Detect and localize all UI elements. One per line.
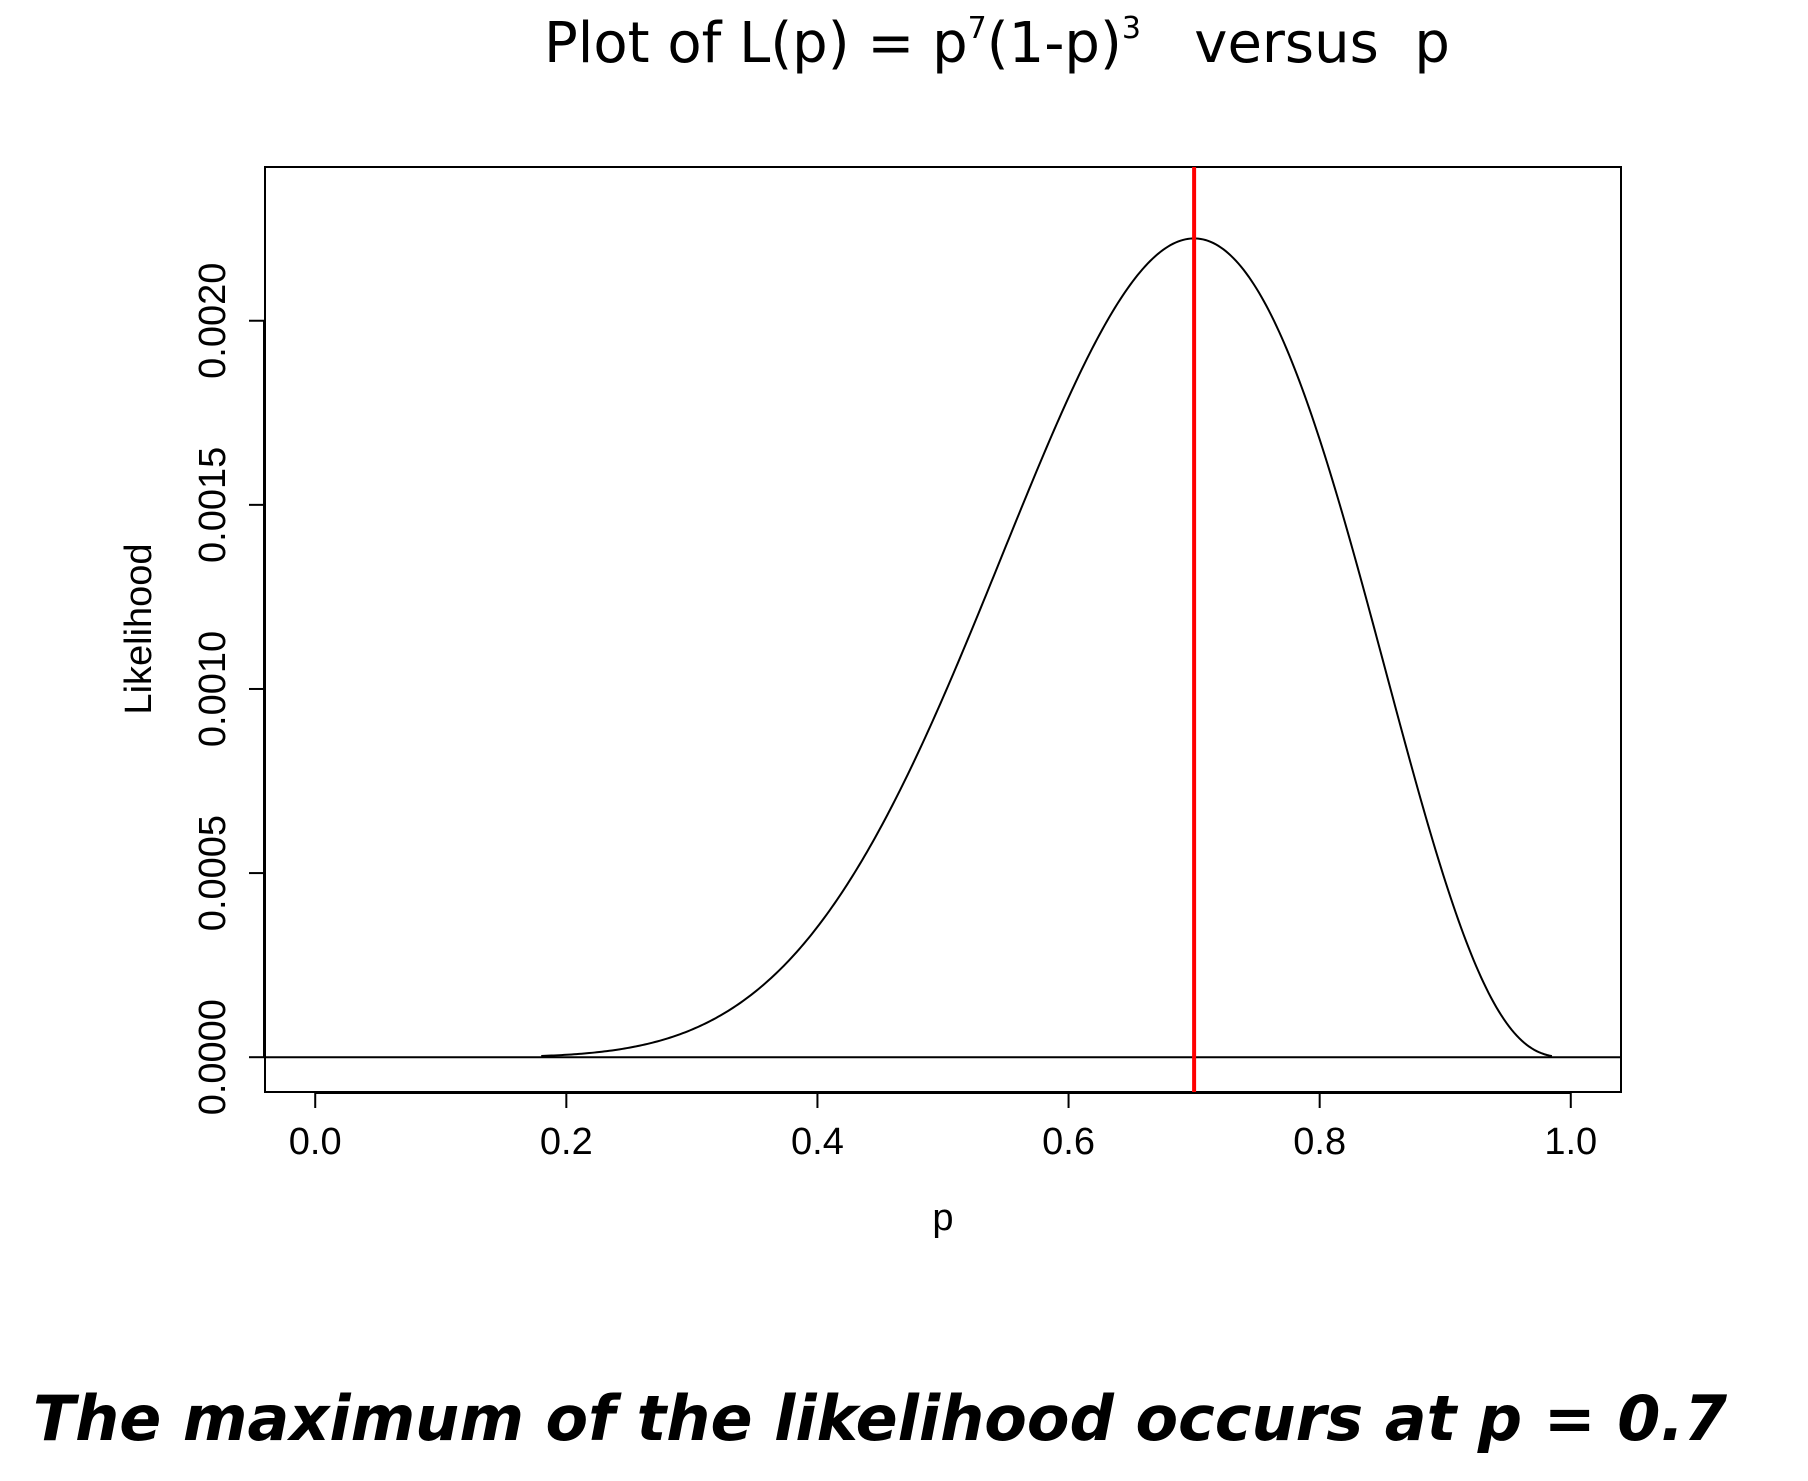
ticks-layer: 0.0 0.2 0.4 0.6 0.8 1.0 0.0000 0.0005 0.0010 0.00…: [192, 263, 1597, 1163]
x-tick-label: 0.6: [1042, 1121, 1095, 1163]
x-tick-label: 1.0: [1544, 1121, 1597, 1163]
title-suffix: versus p: [1141, 11, 1450, 76]
x-tick-label: 0.8: [1293, 1121, 1346, 1163]
y-axis-label: Likelihood: [118, 543, 160, 714]
title-exponent-3: 3: [1122, 11, 1141, 46]
y-tick-label: 0.0020: [192, 263, 234, 379]
title-middle: (1-p): [987, 11, 1122, 76]
x-tick-label: 0.0: [289, 1121, 342, 1163]
title-exponent-7: 7: [968, 11, 987, 46]
caption: The maximum of the likelihood occurs at …: [33, 1382, 1728, 1455]
x-tick-label: 0.4: [791, 1121, 844, 1163]
plot-layer: [265, 167, 1621, 1092]
y-tick-label: 0.0005: [192, 815, 234, 931]
plot-frame: [264, 166, 1622, 1093]
x-axis-label: p: [932, 1197, 953, 1239]
title-prefix: Plot of L(p) = p: [544, 11, 968, 76]
y-tick-label: 0.0010: [192, 631, 234, 747]
y-tick-label: 0.0015: [192, 447, 234, 563]
likelihood-curve: [541, 237, 1553, 1058]
chart-title: Plot of L(p) = p7(1-p)3 versus p: [544, 11, 1450, 76]
x-tick-label: 0.2: [540, 1121, 593, 1163]
y-tick-label: 0.0000: [192, 999, 234, 1115]
